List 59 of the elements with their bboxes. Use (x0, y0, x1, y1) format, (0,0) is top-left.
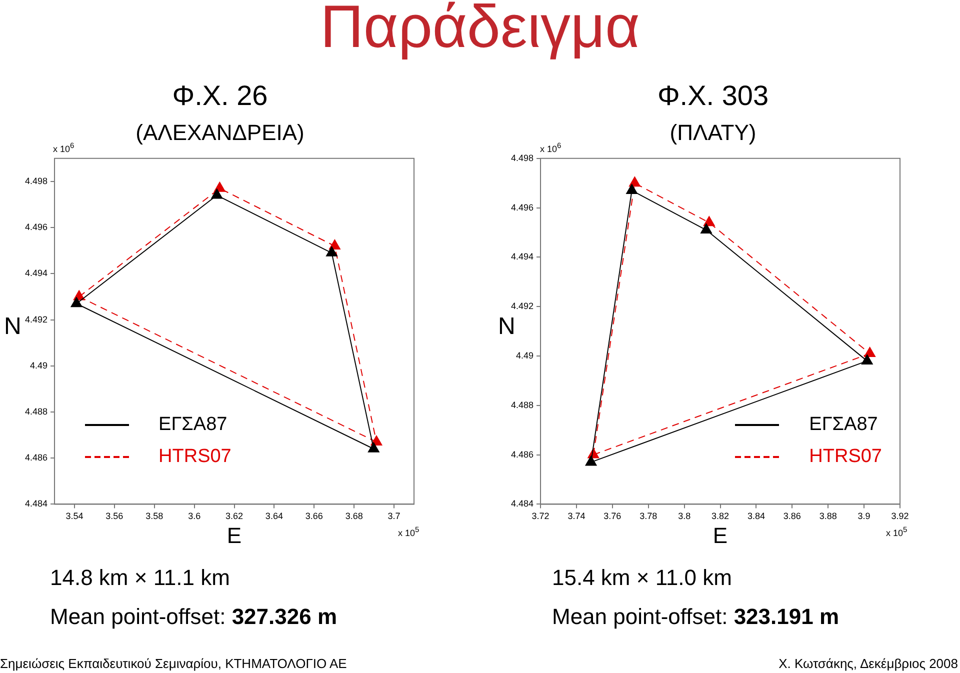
x-tick-label: 3.76 (604, 511, 622, 522)
y-tick-label: 4.492 (510, 301, 534, 312)
y-tick-label: 4.494 (510, 252, 534, 262)
y-tick-label: 4.496 (24, 222, 48, 232)
legend-label: ΕΓΣΑ87 (809, 414, 878, 436)
x-tick-label: 3.58 (146, 511, 164, 522)
y-axis-title: N (4, 312, 22, 341)
text: x 10$^{6}$ (540, 140, 562, 154)
text: x 10$^{5}$ (886, 524, 908, 538)
chart-subtitle: (ΑΛΕΧΑΝΔΡΕΙΑ) (136, 120, 304, 146)
y-tick-label: 4.498 (24, 176, 48, 186)
y-tick-label: 4.488 (510, 400, 534, 410)
x-tick-label: 3.88 (819, 511, 837, 522)
x-tick-label: 3.8 (678, 511, 691, 522)
text: x 10$^{5}$ (398, 524, 420, 538)
x-tick-label: 3.9 (858, 511, 870, 522)
x-tick-label: 3.92 (891, 511, 909, 522)
y-tick-label: 4.486 (24, 452, 48, 463)
y-tick-label: 4.496 (510, 202, 534, 212)
y-tick-label: 4.49 (516, 350, 534, 360)
chart-title: Φ.Χ. 26 (172, 80, 268, 112)
text: Χ. Κωτσάκης, Δεκέμβριος 2008 (778, 656, 958, 672)
x-tick-label: 3.64 (265, 511, 283, 522)
x-axis-title: E (712, 523, 728, 549)
x-tick-label: 3.54 (66, 511, 84, 522)
x-tick-label: 3.74 (568, 511, 586, 522)
text: Παράδειγμα (320, 0, 640, 61)
text: Σημειώσεις Εκπαιδευτικού Σεμιναρίου, ΚΤΗΜΑΤΟΛΟΓΙΟ ΑΕ (0, 656, 347, 672)
x-tick-label: 3.68 (345, 511, 363, 522)
y-tick-label: 4.484 (24, 498, 48, 509)
x-tick-label: 3.86 (783, 511, 801, 522)
x-tick-label: 3.62 (225, 511, 244, 522)
x-tick-label: 3.56 (106, 511, 124, 522)
legend-label: ΕΓΣΑ87 (158, 414, 228, 436)
x-axis-title: E (226, 523, 242, 549)
x-tick-label: 3.78 (640, 511, 658, 522)
text: 15.4 km × 11.0 km (552, 564, 732, 591)
y-tick-label: 4.49 (30, 360, 48, 370)
chart-title: Φ.Χ. 303 (657, 80, 769, 112)
y-tick-label: 4.492 (24, 314, 48, 324)
y-tick-label: 4.494 (24, 268, 48, 278)
legend-label: HTRS07 (809, 446, 882, 468)
x-tick-label: 3.84 (747, 511, 765, 522)
y-tick-label: 4.488 (24, 406, 48, 416)
x-tick-label: 3.82 (711, 511, 730, 522)
x-tick-label: 3.7 (388, 511, 400, 522)
text: Mean point-offset: 323.191 m (552, 604, 840, 630)
y-tick-label: 4.486 (510, 449, 534, 460)
y-tick-label: 4.498 (510, 152, 534, 163)
legend-label: HTRS07 (158, 446, 232, 468)
y-axis-title: N (498, 312, 516, 341)
text: Mean point-offset: 327.326 m (50, 604, 338, 630)
y-tick-label: 4.484 (510, 498, 534, 509)
text: x 10$^{6}$ (53, 140, 74, 154)
x-tick-label: 3.72 (532, 511, 550, 522)
x-tick-label: 3.66 (305, 511, 323, 522)
x-tick-label: 3.6 (188, 511, 201, 522)
chart-subtitle: (ΠΛΑΤΥ) (670, 120, 756, 146)
text: 14.8 km × 11.1 km (50, 564, 230, 591)
